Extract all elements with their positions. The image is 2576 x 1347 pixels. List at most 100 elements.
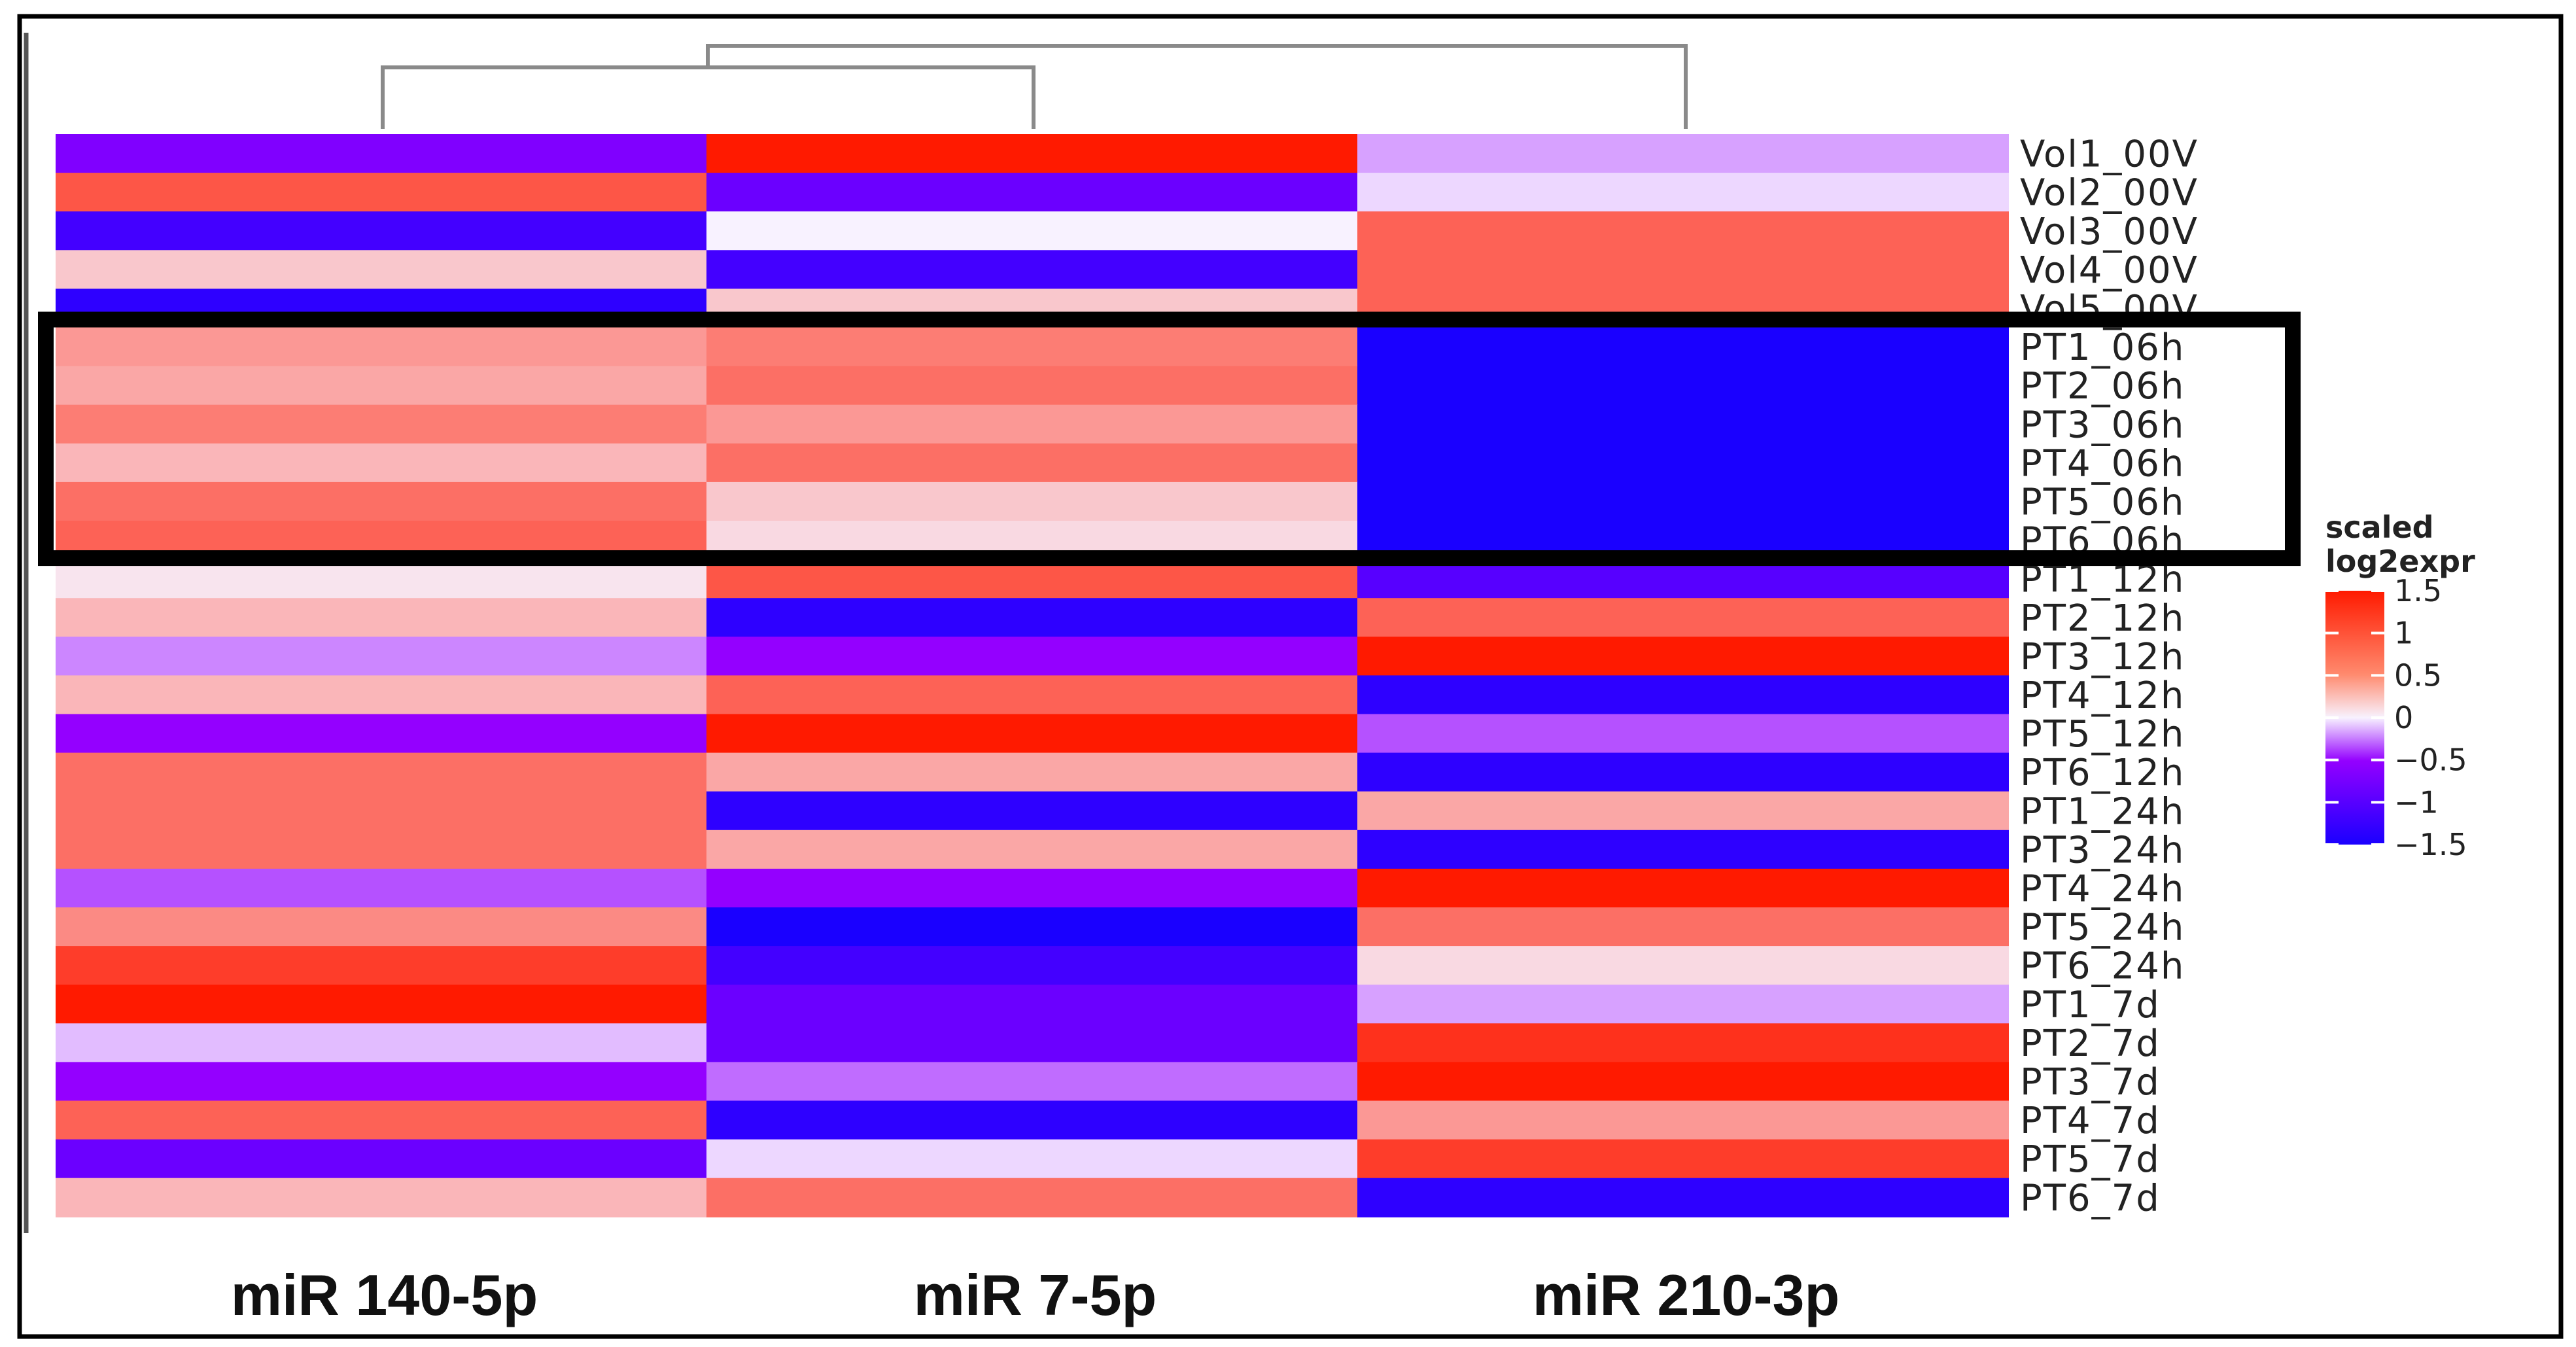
legend-title-line2: log2expr — [2325, 544, 2475, 579]
legend-tick-label: 1.5 — [2394, 573, 2442, 608]
row-label: PT2_12h — [2020, 597, 2185, 640]
heatmap-cell — [56, 366, 707, 406]
row-label: PT5_12h — [2020, 713, 2185, 756]
heatmap-cell — [1357, 868, 2009, 908]
highlight-box-06h — [38, 311, 2301, 567]
legend-ticks: 1.5 1 0.5 0 −0.5 −1 −1.5 — [2325, 573, 2467, 862]
heatmap-cell — [1357, 404, 2009, 444]
heatmap-cell — [706, 1023, 1358, 1063]
heatmap-cell — [56, 1062, 707, 1102]
heatmap-cell — [706, 559, 1358, 599]
heatmap-cell — [706, 637, 1358, 676]
heatmap-cell — [56, 250, 707, 290]
row-label: PT5_06h — [2020, 481, 2185, 523]
heatmap-cell — [706, 946, 1358, 986]
heatmap-cell — [56, 404, 707, 444]
heatmap-cell — [706, 1139, 1358, 1179]
heatmap-cell — [1357, 752, 2009, 792]
heatmap-cell — [56, 752, 707, 792]
heatmap-cell — [1357, 830, 2009, 869]
row-labels: Vol1_00VVol2_00VVol3_00VVol4_00VVol5_00V… — [2020, 133, 2199, 1220]
row-label: PT4_06h — [2020, 442, 2185, 485]
heatmap-cell — [56, 985, 707, 1024]
heatmap-cell — [56, 559, 707, 599]
heatmap-cell — [706, 985, 1358, 1024]
heatmap-cell — [706, 173, 1358, 213]
heatmap-cell — [706, 404, 1358, 444]
legend-tick-label: −1.5 — [2394, 827, 2467, 862]
heatmap-cell — [706, 327, 1358, 367]
heatmap-cell — [1357, 1100, 2009, 1140]
heatmap-cell — [1357, 1023, 2009, 1063]
heatmap-cell — [56, 1139, 707, 1179]
heatmap-cell — [56, 907, 707, 947]
heatmap-cell — [56, 1178, 707, 1217]
row-label: PT2_7d — [2020, 1023, 2161, 1065]
heatmap-cell — [56, 598, 707, 638]
row-label: PT6_7d — [2020, 1177, 2161, 1219]
heatmap-cell — [706, 791, 1358, 831]
heatmap-cell — [706, 1100, 1358, 1140]
heatmap-cell — [1357, 1178, 2009, 1217]
row-label: Vol1_00V — [2020, 133, 2199, 176]
row-label: PT2_06h — [2020, 365, 2185, 408]
heatmap-cell — [706, 830, 1358, 869]
dendrogram-branch-outer — [706, 44, 1688, 129]
row-label: Vol3_00V — [2020, 211, 2199, 253]
row-label: PT6_24h — [2020, 945, 2185, 988]
heatmap-cells — [56, 134, 2009, 1217]
heatmap-cell — [706, 250, 1358, 290]
row-label: PT4_12h — [2020, 674, 2185, 717]
row-label: PT4_7d — [2020, 1100, 2161, 1142]
row-label: PT4_24h — [2020, 868, 2185, 911]
heatmap-cell — [1357, 791, 2009, 831]
heatmap-cell — [56, 173, 707, 213]
heatmap-cell — [1357, 481, 2009, 521]
heatmap-cell — [706, 443, 1358, 483]
heatmap-cell — [706, 907, 1358, 947]
heatmap-cell — [56, 868, 707, 908]
column-label: miR 140-5p — [231, 1263, 538, 1327]
heatmap-cell — [1357, 1062, 2009, 1102]
row-label: Vol4_00V — [2020, 249, 2199, 292]
heatmap-cell — [56, 1023, 707, 1063]
heatmap-cell — [1357, 173, 2009, 213]
heatmap-cell — [706, 714, 1358, 754]
heatmap-cell — [56, 830, 707, 869]
heatmap-cell — [1357, 946, 2009, 986]
row-label: PT1_7d — [2020, 984, 2161, 1026]
heatmap-cell — [1357, 907, 2009, 947]
row-label: PT1_06h — [2020, 326, 2185, 369]
heatmap-cell — [56, 134, 707, 174]
heatmap-cell — [1357, 327, 2009, 367]
heatmap-cell — [706, 1178, 1358, 1217]
legend-title-line1: scaled — [2325, 510, 2434, 545]
heatmap-cell — [706, 134, 1358, 174]
legend-tick-label: 1 — [2394, 616, 2413, 651]
column-labels: miR 140-5p miR 7-5p miR 210-3p — [231, 1263, 1840, 1327]
heatmap-cell — [1357, 714, 2009, 754]
heatmap-cell — [706, 1062, 1358, 1102]
heatmap-cell — [56, 211, 707, 251]
heatmap-cell — [1357, 985, 2009, 1024]
heatmap-cell — [56, 443, 707, 483]
row-label: PT3_7d — [2020, 1061, 2161, 1104]
heatmap-cell — [1357, 675, 2009, 715]
heatmap-cell — [56, 1100, 707, 1140]
heatmap-cell — [56, 327, 707, 367]
heatmap-cell — [56, 637, 707, 676]
row-label: PT6_12h — [2020, 752, 2185, 794]
heatmap-cell — [706, 675, 1358, 715]
heatmap-cell — [56, 481, 707, 521]
heatmap-cell — [56, 946, 707, 986]
row-label: PT1_24h — [2020, 790, 2185, 833]
heatmap-cell — [1357, 366, 2009, 406]
row-label: PT5_24h — [2020, 907, 2185, 949]
column-dendrogram — [381, 44, 1688, 129]
heatmap-cell — [56, 714, 707, 754]
color-legend: scaled log2expr 1.5 1 0.5 0 −0.5 −1 −1.5 — [2325, 510, 2475, 862]
column-label: miR 7-5p — [914, 1263, 1157, 1327]
heatmap-cell — [706, 868, 1358, 908]
row-label: PT3_06h — [2020, 404, 2185, 446]
